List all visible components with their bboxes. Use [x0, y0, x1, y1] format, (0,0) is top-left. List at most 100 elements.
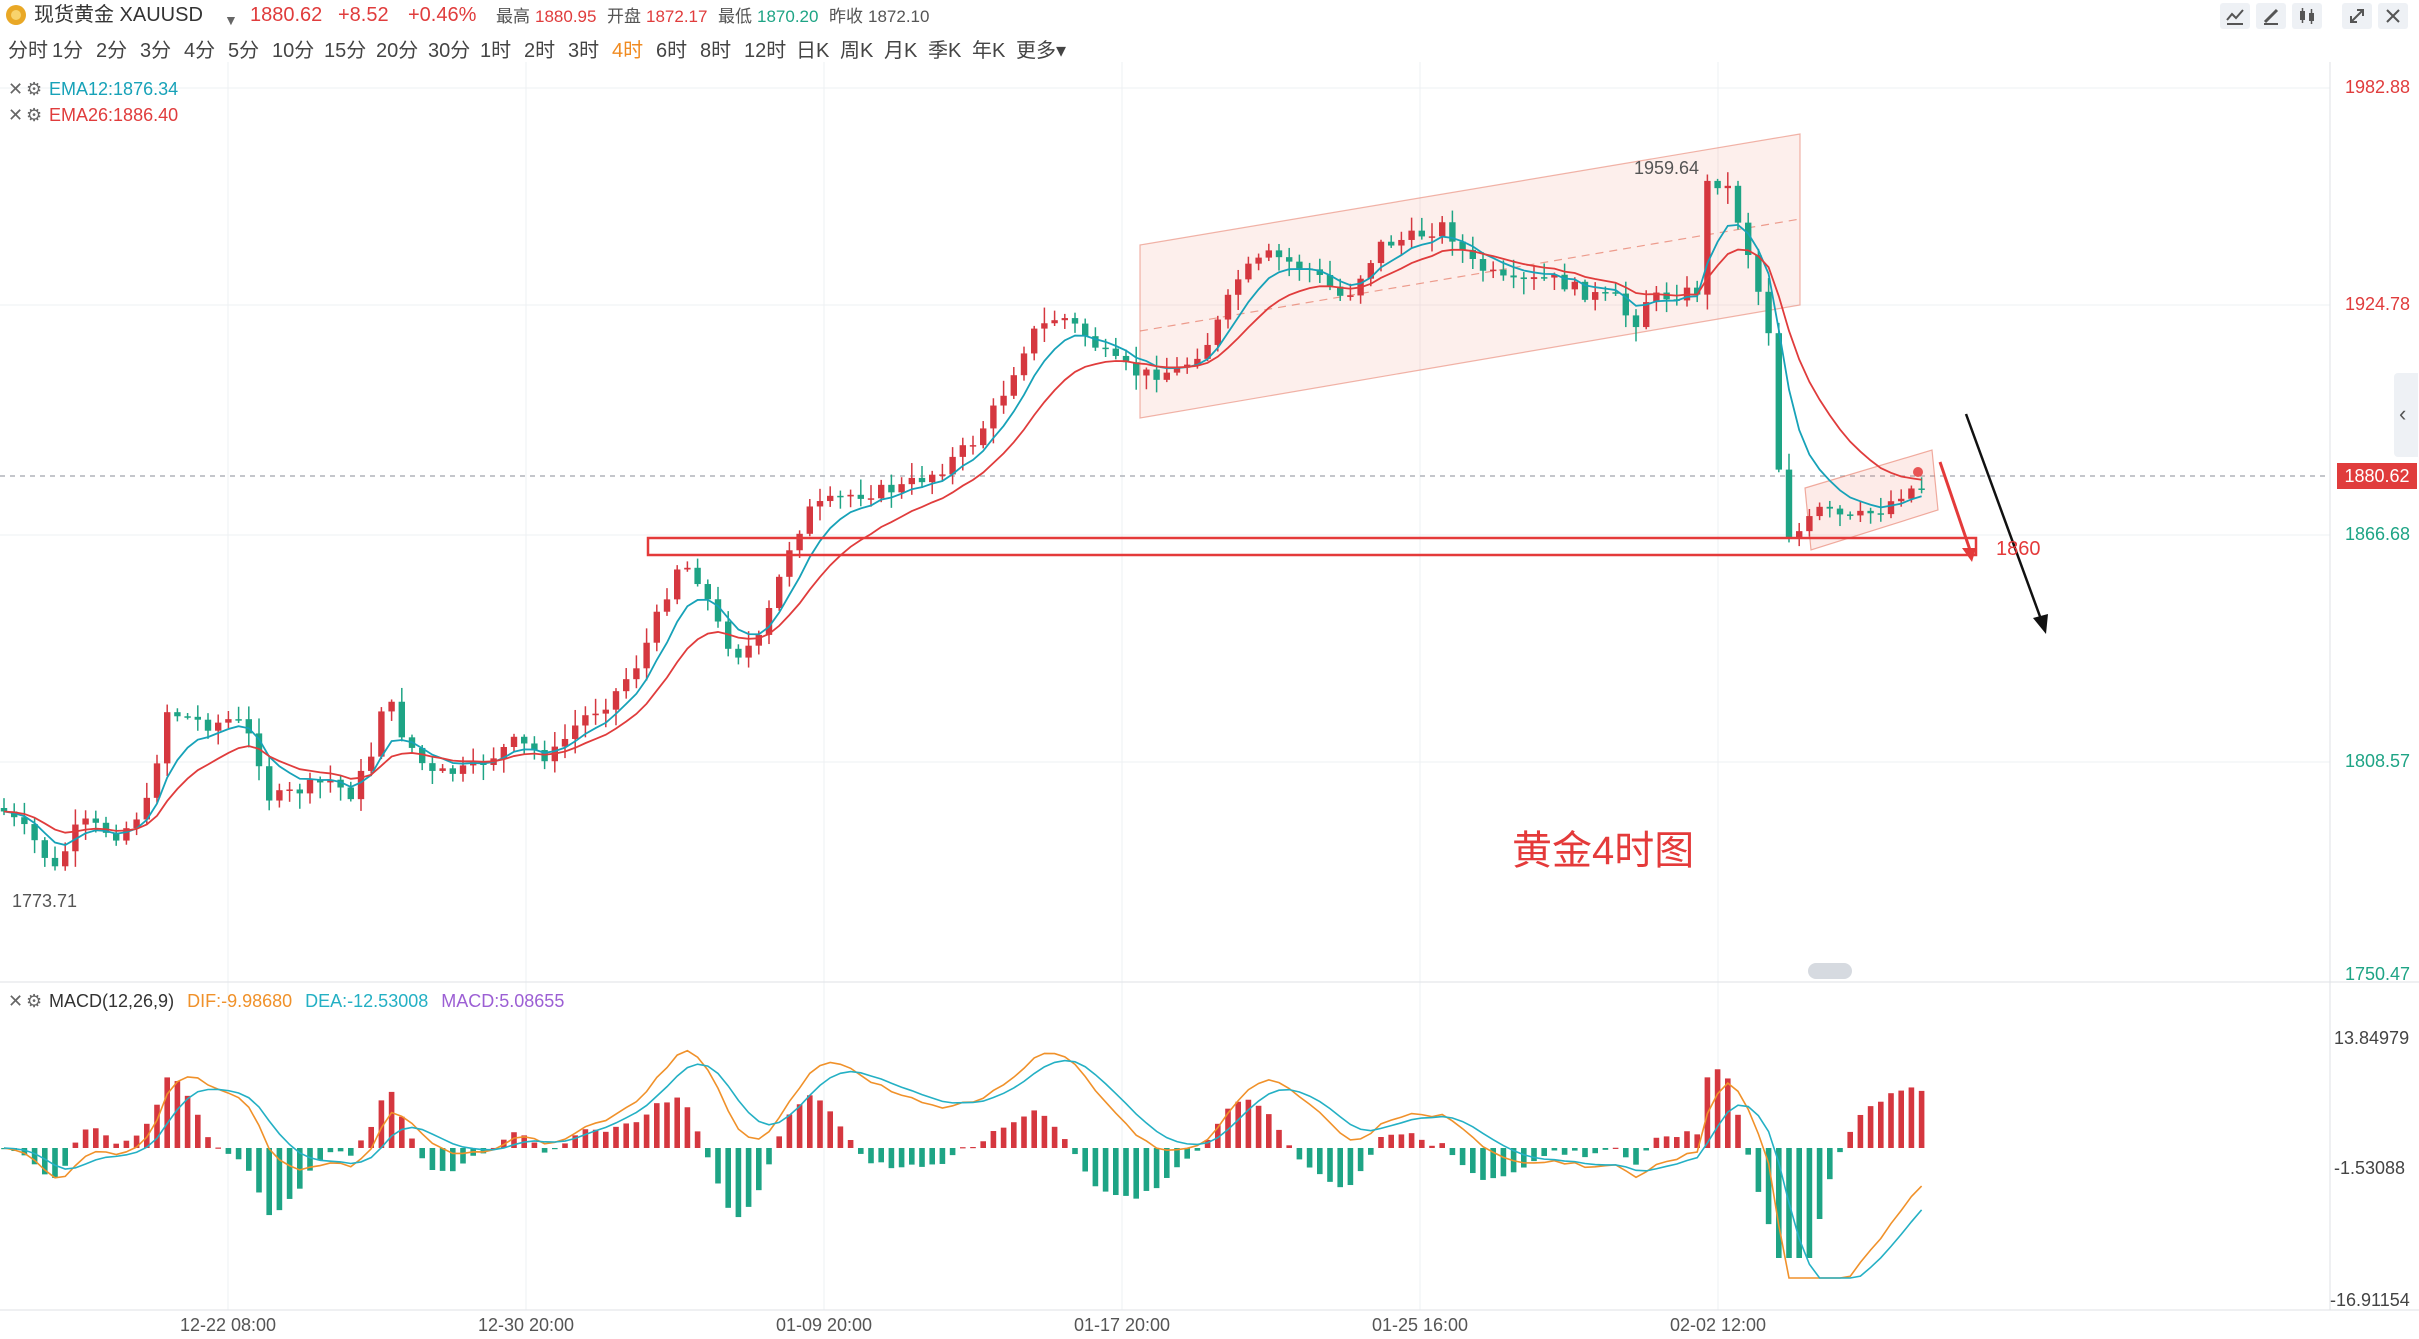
trend-channels[interactable] — [1139, 133, 1939, 551]
indicator-button[interactable] — [2292, 3, 2322, 29]
interval-tab[interactable]: 15分 — [324, 40, 367, 62]
candle-body — [1449, 222, 1456, 242]
interval-tab[interactable]: 更多▾ — [1016, 40, 1067, 62]
price-axis-tick: 1924.78 — [2345, 294, 2411, 314]
macd-bar — [1255, 1105, 1262, 1148]
interval-tab[interactable]: 4分 — [184, 40, 216, 62]
settings-icon[interactable]: ⚙ — [26, 991, 43, 1011]
interval-tab[interactable]: 30分 — [428, 40, 471, 62]
line-chart-button[interactable] — [2220, 3, 2250, 29]
price-axis-tick: 1982.88 — [2345, 77, 2411, 97]
draw-tool-button[interactable] — [2256, 3, 2286, 29]
candle-body — [857, 494, 864, 499]
candle-body — [1173, 367, 1181, 373]
interval-tab[interactable]: 20分 — [376, 40, 419, 62]
interval-tab[interactable]: 6时 — [656, 40, 688, 62]
interval-tab[interactable]: 日K — [796, 40, 830, 62]
settings-icon[interactable]: ⚙ — [26, 105, 43, 125]
macd-bar — [399, 1116, 405, 1148]
candle-body — [786, 550, 793, 577]
time-axis-tick: 02-02 12:00 — [1669, 1315, 1767, 1335]
macd-bar — [980, 1141, 986, 1148]
interval-tab[interactable]: 年K — [972, 40, 1006, 62]
instrument-dropdown-icon[interactable]: ▼ — [224, 12, 238, 28]
interval-tab[interactable]: 10分 — [272, 40, 315, 62]
interval-tab[interactable]: 周K — [840, 40, 874, 62]
interval-tab[interactable]: 1分 — [52, 40, 84, 62]
interval-tab[interactable]: 5分 — [228, 40, 260, 62]
macd-bar — [715, 1148, 721, 1184]
interval-tab[interactable]: 2分 — [96, 40, 128, 62]
interval-tab[interactable]: 3时 — [568, 40, 600, 62]
candle-body — [653, 611, 660, 643]
time-axis-tick: 12-30 20:00 — [477, 1315, 575, 1335]
candle-body — [123, 828, 130, 841]
expand-button[interactable] — [2342, 3, 2372, 29]
macd-bar — [1908, 1087, 1915, 1148]
candle-body — [215, 722, 222, 731]
interval-tab[interactable]: 分时 — [8, 40, 48, 62]
close-button[interactable] — [2378, 3, 2408, 29]
candle-body — [1520, 277, 1527, 280]
remove-icon[interactable]: ✕ — [8, 105, 24, 125]
macd-bar — [827, 1111, 833, 1148]
macd-bar — [1439, 1143, 1445, 1148]
macd-bar — [1143, 1148, 1150, 1191]
side-panel-toggle[interactable]: ‹ — [2394, 373, 2418, 457]
macd-bar — [133, 1135, 140, 1148]
candle-body — [204, 719, 212, 731]
candle-body — [1133, 362, 1140, 376]
macd-bar — [1021, 1116, 1027, 1148]
candle-body — [827, 495, 834, 502]
macd-bar — [358, 1140, 364, 1148]
macd-bar — [511, 1132, 517, 1148]
macd-bar — [184, 1095, 191, 1148]
macd-bar — [939, 1148, 946, 1164]
ema26-legend: ✕ ⚙ EMA26:1886.40 — [8, 105, 178, 127]
interval-tab[interactable]: 月K — [884, 40, 918, 62]
macd-bar — [1051, 1126, 1058, 1148]
candle-body — [561, 738, 569, 747]
candle-body — [633, 668, 640, 680]
macd-bar — [654, 1103, 660, 1148]
candle-body — [1632, 315, 1640, 328]
interval-tab[interactable]: 季K — [928, 40, 962, 62]
candle-body — [317, 779, 324, 783]
interval-tab[interactable]: 1时 — [480, 40, 512, 62]
candle-body — [1775, 333, 1782, 470]
macd-bar — [1816, 1148, 1823, 1219]
candle-body — [1806, 516, 1813, 532]
macd-bar — [1714, 1069, 1721, 1148]
interval-tab[interactable]: 3分 — [140, 40, 172, 62]
interval-tab[interactable]: 2时 — [524, 40, 556, 62]
candle-body — [694, 567, 701, 585]
open-label: 开盘 — [607, 7, 641, 26]
macd-bar — [929, 1148, 935, 1165]
candle-body — [684, 567, 691, 570]
interval-tab[interactable]: 4时 — [612, 40, 644, 62]
candle-body — [500, 747, 507, 759]
candle-body — [1031, 328, 1038, 354]
instrument-name[interactable]: 现货黄金 XAUUSD — [34, 4, 203, 26]
remove-icon[interactable]: ✕ — [8, 991, 24, 1011]
interval-tab[interactable]: 8时 — [700, 40, 732, 62]
drawing-annotations[interactable] — [646, 413, 2048, 634]
remove-icon[interactable]: ✕ — [8, 79, 24, 99]
macd-bar — [1561, 1148, 1568, 1155]
candle-body — [521, 736, 528, 744]
candle-body — [1020, 353, 1028, 376]
candle-body — [1704, 180, 1711, 295]
candle-body — [1510, 275, 1517, 278]
price-axis-tick: 1866.68 — [2345, 524, 2411, 544]
chart-scroll-handle[interactable] — [1808, 963, 1852, 979]
settings-icon[interactable]: ⚙ — [26, 79, 43, 99]
macd-bar — [82, 1129, 89, 1148]
candle-body — [1439, 222, 1446, 237]
candle-body — [194, 716, 201, 720]
interval-tab[interactable]: 12时 — [744, 40, 787, 62]
low-label: 最低 — [718, 7, 752, 26]
candle-body — [388, 701, 395, 712]
candle-body — [674, 569, 681, 600]
candle-body — [796, 533, 803, 551]
